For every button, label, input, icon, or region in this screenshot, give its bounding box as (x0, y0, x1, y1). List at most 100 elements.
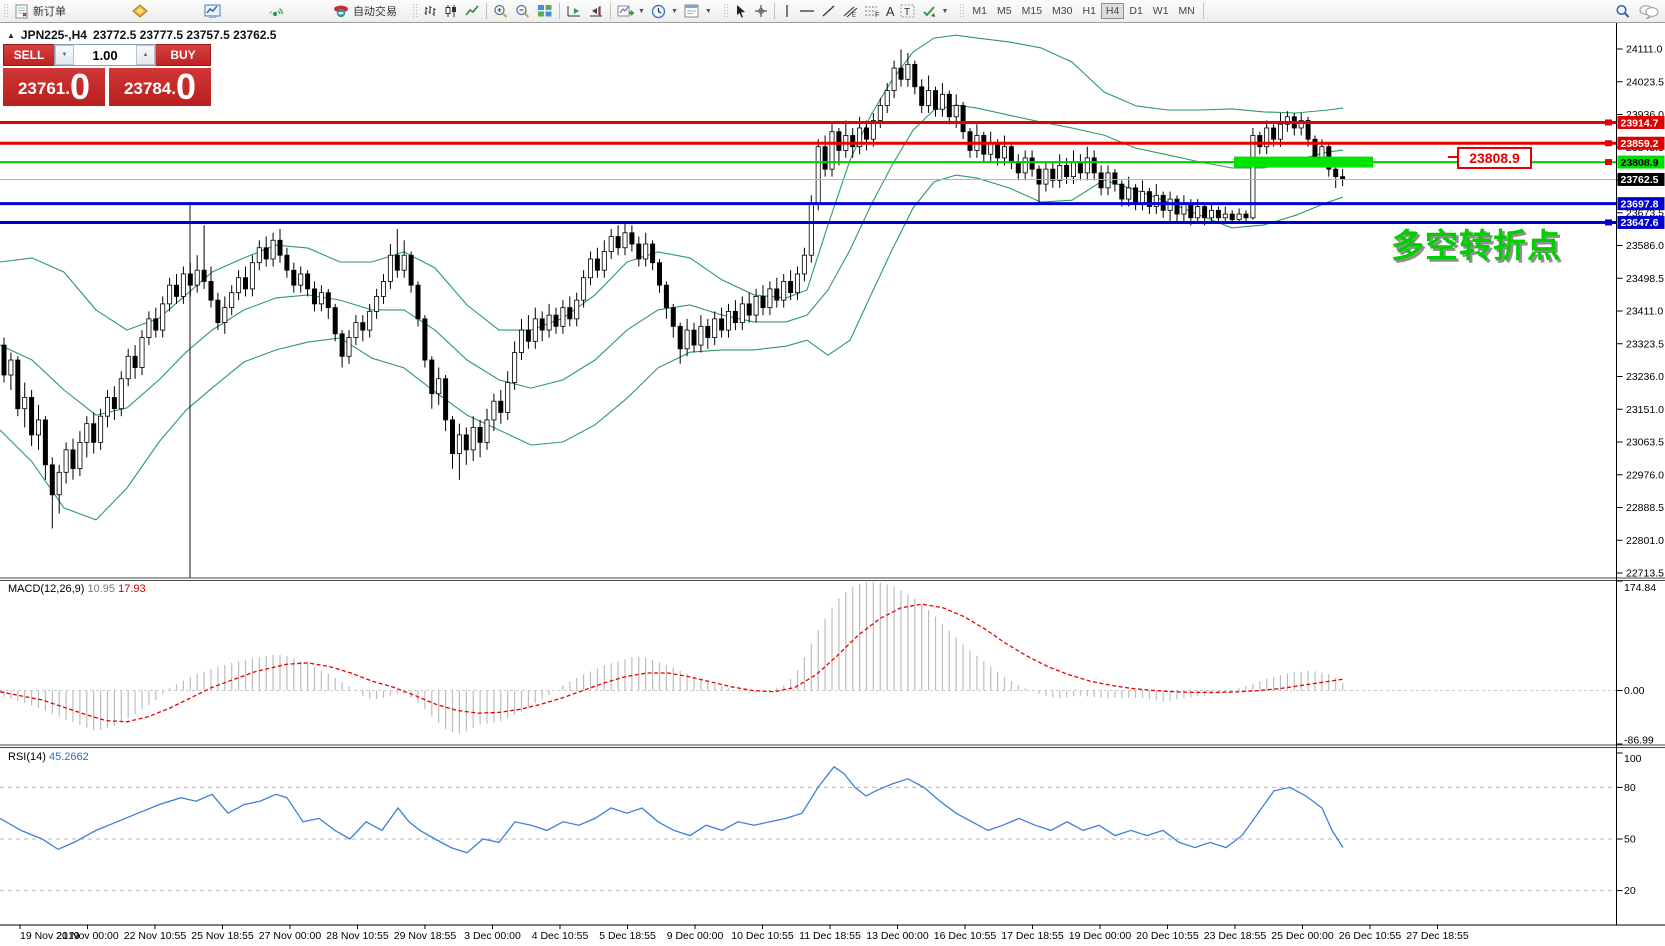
horizontal-line-tool-button[interactable] (796, 3, 818, 19)
toolbar-grip[interactable] (3, 3, 8, 19)
timeframe-button-H1[interactable]: H1 (1082, 5, 1096, 17)
zoom-in-button[interactable] (490, 3, 512, 20)
price-callout-box[interactable]: 23808.9 (1448, 147, 1532, 169)
indicators-add-icon (617, 5, 634, 16)
macd-signal-line (0, 603, 1344, 723)
signals-button[interactable] (266, 3, 288, 20)
volume-value[interactable]: 1.00 (92, 47, 118, 63)
svg-text:-86.99: -86.99 (1624, 734, 1654, 746)
candlestick-chart-button[interactable] (441, 3, 462, 19)
timeframe-button-M15[interactable]: M15 (1021, 5, 1043, 17)
svg-text:23697.8: 23697.8 (1621, 198, 1659, 210)
buy-price-panel[interactable]: 23784. 0 (109, 68, 211, 106)
collapse-panel-arrow[interactable]: ▲ (7, 30, 15, 40)
chat-icon[interactable] (1639, 4, 1659, 19)
timeframe-button-M1[interactable]: M1 (972, 5, 988, 17)
svg-text:19 Nov 2019: 19 Nov 2019 (20, 930, 80, 942)
chart-shift-button[interactable] (585, 3, 607, 19)
macd-pane (0, 582, 1617, 734)
horizontal-line-icon (799, 10, 814, 12)
rsi-pane (0, 765, 1617, 892)
svg-text:26 Dec 10:55: 26 Dec 10:55 (1339, 930, 1402, 942)
macd-main-value: 10.95 (87, 583, 116, 595)
templates-dropdown-arrow: ▼ (704, 7, 712, 15)
timeframe-button-W1[interactable]: W1 (1152, 5, 1169, 17)
rsi-line (0, 765, 1344, 854)
tile-windows-button[interactable] (534, 3, 556, 19)
highlight-zone-bar[interactable] (1234, 156, 1373, 168)
svg-text:3 Dec 00:00: 3 Dec 00:00 (464, 930, 521, 942)
text-label-icon: T (900, 4, 915, 18)
toolbar-grip[interactable] (412, 3, 417, 19)
rsi-value: 45.2662 (48, 751, 89, 763)
templates-icon (684, 4, 699, 17)
timeframe-button-M30[interactable]: M30 (1052, 5, 1073, 17)
bar-chart-icon (424, 6, 436, 16)
arrows-tool-button[interactable]: ▼ (919, 3, 951, 19)
svg-text:19 Dec 00:00: 19 Dec 00:00 (1069, 930, 1132, 942)
zoom-in-icon (494, 4, 508, 18)
chart-symbol-period: JPN225-,H4 (20, 28, 87, 42)
svg-text:22888.5: 22888.5 (1626, 502, 1664, 514)
svg-text:11 Dec 18:55: 11 Dec 18:55 (799, 930, 861, 942)
templates-button[interactable]: ▼ (681, 3, 715, 20)
svg-text:10 Dec 10:55: 10 Dec 10:55 (731, 930, 794, 942)
sell-price: 23761 (17, 79, 66, 98)
fibonacci-tool-button[interactable]: F (861, 3, 883, 19)
svg-text:F: F (875, 12, 879, 18)
line-chart-icon (465, 5, 479, 16)
chart-header: ▲ JPN225-,H4 23772.5 23777.5 23757.5 237… (7, 28, 276, 42)
timeframe-button-H4[interactable]: H4 (1100, 3, 1125, 19)
new-order-icon (15, 4, 28, 18)
charts-window-button[interactable] (201, 3, 224, 20)
volume-increase-button[interactable]: ▲ (136, 45, 155, 65)
buy-button[interactable]: BUY (156, 44, 211, 66)
svg-text:23859.2: 23859.2 (1621, 138, 1659, 150)
svg-text:80: 80 (1624, 782, 1636, 794)
auto-trading-label: 自动交易 (353, 6, 397, 18)
line-chart-button[interactable] (462, 3, 483, 19)
svg-text:22 Nov 10:55: 22 Nov 10:55 (124, 930, 187, 942)
macd-label: MACD(12,26,9) 10.95 17.93 (8, 583, 146, 595)
bollinger-upper (0, 34, 1344, 331)
text-tool-button[interactable]: A (883, 3, 898, 20)
charts-window-icon (204, 4, 221, 18)
tile-windows-icon (538, 5, 552, 17)
pane-separators[interactable] (0, 577, 1665, 926)
indicators-button[interactable]: ▼ (614, 3, 648, 20)
crosshair-tool-button[interactable] (751, 3, 771, 19)
sell-price-panel[interactable]: 23761. 0 (3, 68, 105, 106)
volume-decrease-button[interactable]: ▼ (55, 45, 74, 65)
timeframe-button-M5[interactable]: M5 (997, 5, 1012, 17)
indicators-dropdown-arrow: ▼ (638, 7, 645, 15)
timeframe-button-MN[interactable]: MN (1178, 5, 1195, 17)
svg-text:24111.0: 24111.0 (1626, 44, 1663, 56)
timeframe-button-D1[interactable]: D1 (1129, 5, 1143, 17)
macd-name: MACD(12,26,9) (8, 583, 85, 595)
auto-scroll-button[interactable] (563, 3, 585, 19)
cursor-tool-button[interactable] (731, 3, 751, 19)
chart-canvas[interactable]: 24111.024023.523936.023848.523761.023673… (0, 23, 1665, 946)
trendline-tool-button[interactable] (818, 3, 839, 19)
new-order-button[interactable]: 新订单 (11, 2, 69, 20)
bar-chart-button[interactable] (420, 3, 441, 19)
toolbar-grip[interactable] (959, 3, 965, 19)
periods-button[interactable]: ▼ (648, 3, 681, 20)
toolbar-grip[interactable] (722, 3, 728, 19)
text-label-tool-button[interactable]: T (897, 3, 919, 20)
cursor-icon (736, 5, 745, 18)
auto-trading-button[interactable]: 自动交易 (330, 2, 400, 20)
zoom-out-button[interactable] (512, 3, 534, 20)
chart-window[interactable]: 24111.024023.523936.023848.523761.023673… (0, 23, 1665, 946)
svg-text:27 Nov 00:00: 27 Nov 00:00 (259, 930, 322, 942)
channel-tool-button[interactable]: E (839, 3, 861, 19)
vertical-line-tool-button[interactable] (778, 3, 796, 19)
auto-scroll-icon (567, 6, 580, 17)
sell-button[interactable]: SELL (3, 44, 54, 66)
search-icon[interactable] (1615, 4, 1631, 19)
svg-text:22976.0: 22976.0 (1626, 469, 1664, 481)
svg-text:22801.0: 22801.0 (1626, 535, 1664, 547)
candlesticks (1, 49, 1346, 529)
market-depth-button[interactable] (129, 3, 151, 20)
